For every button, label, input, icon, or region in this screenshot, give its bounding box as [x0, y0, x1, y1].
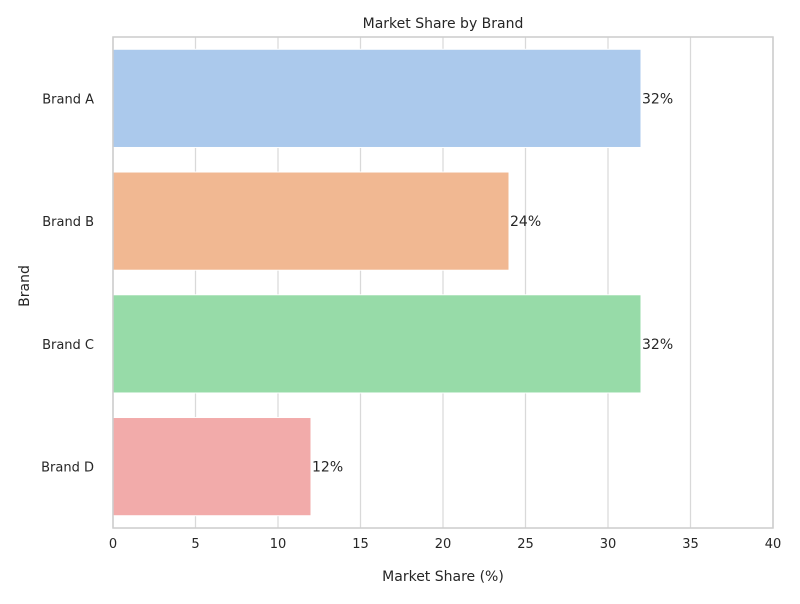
- x-tick-label: 10: [270, 537, 287, 552]
- x-axis-label: Market Share (%): [382, 569, 504, 585]
- y-axis-label: Brand: [17, 265, 33, 307]
- bar: [112, 48, 642, 148]
- chart-title: Market Share by Brand: [363, 16, 524, 32]
- labels: 0 5 10 15 20 25 30 35 40 Brand A 32% Brand B 24% Bran…: [41, 91, 781, 552]
- axes-frame: [112, 36, 774, 529]
- x-tick-label: 5: [191, 537, 199, 552]
- x-tick-label: 25: [517, 537, 534, 552]
- x-tick-label: 20: [435, 537, 452, 552]
- bar: [112, 171, 510, 271]
- y-tick-label: Brand D: [41, 461, 94, 476]
- x-tick-label: 15: [352, 537, 369, 552]
- bar: [112, 294, 642, 394]
- x-tick-label: 35: [682, 537, 699, 552]
- bar: [112, 417, 312, 517]
- plot-frame: [112, 36, 774, 529]
- x-tick-label: 0: [109, 537, 117, 552]
- bar-value-label: 32%: [642, 337, 673, 353]
- bar-value-label: 24%: [510, 214, 541, 230]
- bar-value-label: 12%: [312, 460, 343, 476]
- bar-value-label: 32%: [642, 91, 673, 107]
- x-tick-label: 40: [765, 537, 782, 552]
- y-tick-label: Brand C: [42, 338, 94, 353]
- y-tick-label: Brand B: [42, 215, 94, 230]
- x-tick-label: 30: [600, 537, 617, 552]
- y-tick-label: Brand A: [42, 92, 94, 107]
- bars: [112, 48, 642, 517]
